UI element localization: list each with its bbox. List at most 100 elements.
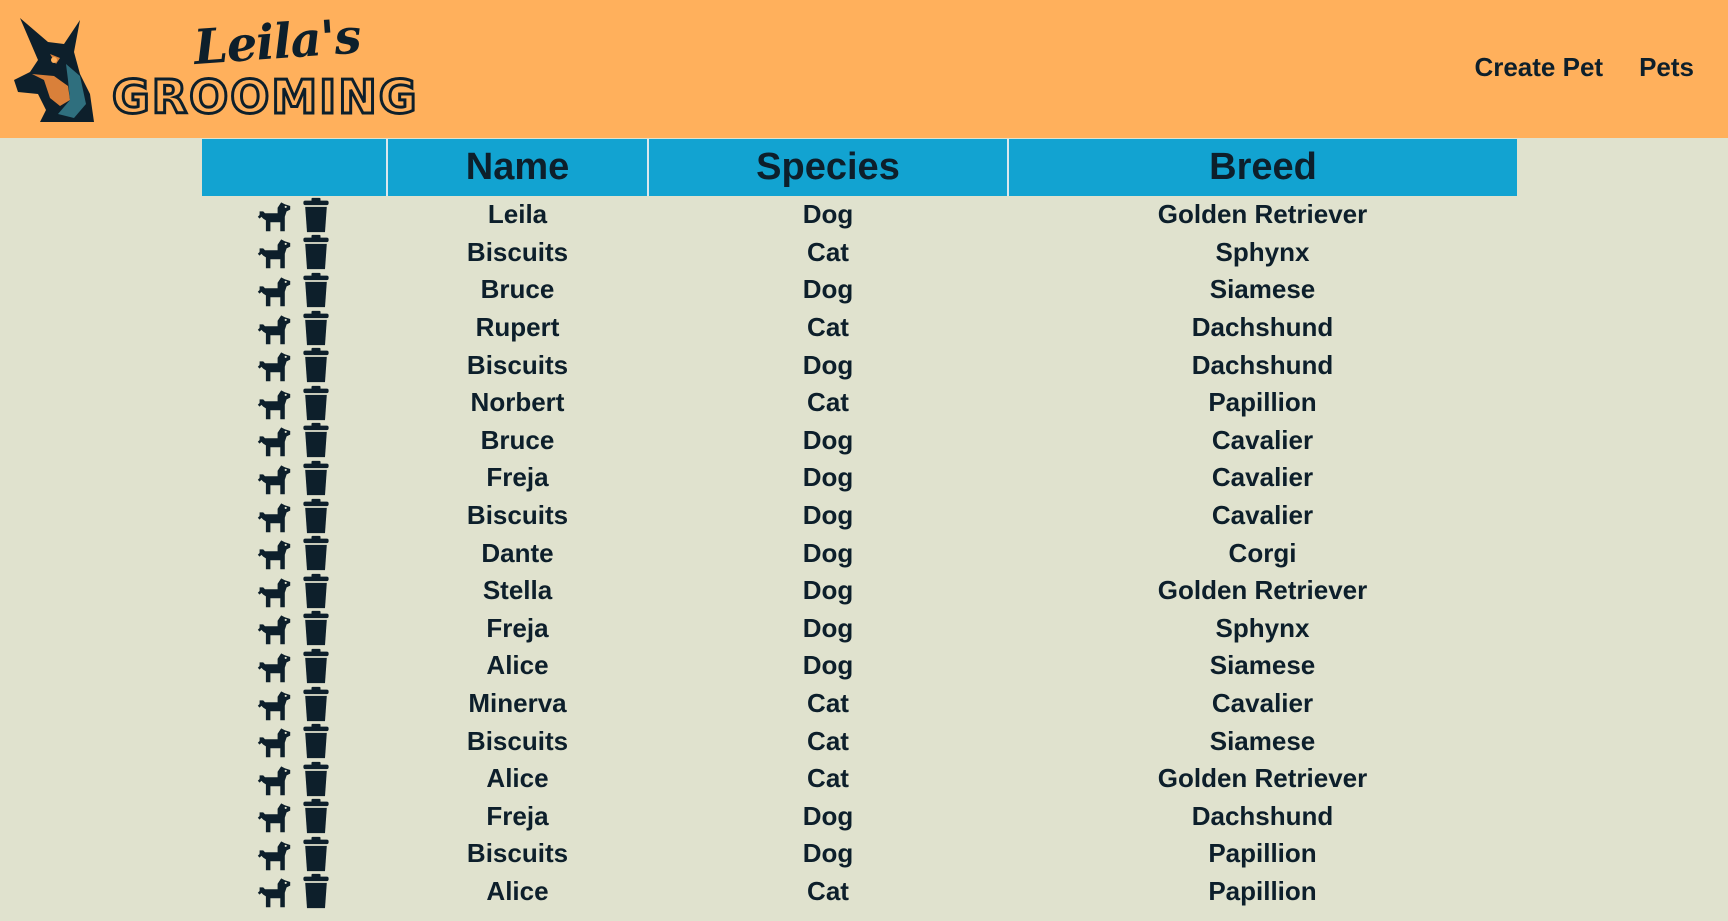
trash-icon[interactable] — [297, 610, 335, 646]
trash-icon[interactable] — [297, 460, 335, 496]
trash-icon[interactable] — [297, 234, 335, 270]
dog-icon[interactable] — [255, 310, 293, 346]
trash-icon[interactable] — [297, 798, 335, 834]
trash-icon[interactable] — [297, 422, 335, 458]
dog-icon[interactable] — [255, 836, 293, 872]
table-body: Leila Dog Golden Retriever — [202, 196, 1517, 910]
row-name-cell: Dante — [481, 537, 554, 568]
row-breed-cell: Dachshund — [1191, 800, 1334, 831]
trash-icon[interactable] — [297, 197, 335, 233]
table-row: Minerva Cat Cavalier — [202, 685, 1517, 723]
table-row: Norbert Cat Papillion — [202, 384, 1517, 422]
table-row: Freja Dog Cavalier — [202, 459, 1517, 497]
dog-icon[interactable] — [255, 723, 293, 759]
row-species-cell: Dog — [802, 199, 854, 230]
trash-icon[interactable] — [297, 723, 335, 759]
dog-icon[interactable] — [255, 347, 293, 383]
row-name-cell: Alice — [486, 875, 549, 906]
row-name-cell: Alice — [486, 650, 549, 681]
row-actions-cell — [202, 685, 387, 723]
trash-icon[interactable] — [297, 761, 335, 797]
row-breed-cell: Papillion — [1208, 875, 1317, 906]
dog-icon[interactable] — [255, 272, 293, 308]
row-species-cell: Cat — [807, 725, 849, 756]
row-name-cell: Bruce — [480, 424, 555, 455]
dog-icon[interactable] — [255, 460, 293, 496]
row-name-cell: Freja — [486, 800, 549, 831]
row-breed-cell: Golden Retriever — [1157, 763, 1368, 794]
row-name-cell: Norbert — [470, 387, 565, 418]
dog-icon[interactable] — [255, 798, 293, 834]
dog-icon[interactable] — [255, 573, 293, 609]
main-nav: Create Pet Pets — [1474, 52, 1694, 83]
table-row: Alice Cat Papillion — [202, 873, 1517, 911]
dog-icon[interactable] — [255, 761, 293, 797]
column-header-species: Species — [647, 139, 1008, 196]
dog-icon[interactable] — [255, 422, 293, 458]
row-name-cell: Stella — [482, 575, 553, 606]
dog-icon[interactable] — [255, 873, 293, 909]
trash-icon[interactable] — [297, 686, 335, 722]
row-breed-cell: Corgi — [1228, 537, 1297, 568]
pets-table: Name Species Breed — [202, 139, 1517, 910]
row-actions-cell — [202, 760, 387, 798]
dog-icon[interactable] — [255, 498, 293, 534]
row-name-cell: Minerva — [468, 688, 567, 719]
trash-icon[interactable] — [297, 573, 335, 609]
row-name-cell: Biscuits — [466, 838, 569, 869]
dog-icon[interactable] — [255, 686, 293, 722]
table-row: Leila Dog Golden Retriever — [202, 196, 1517, 234]
row-actions-cell — [202, 572, 387, 610]
row-name-cell: Alice — [486, 763, 549, 794]
brand-outline-text: GROOMING — [111, 69, 419, 126]
table-row: Bruce Dog Siamese — [202, 271, 1517, 309]
row-breed-cell: Golden Retriever — [1157, 199, 1368, 230]
row-actions-cell — [202, 873, 387, 911]
nav-pets-link[interactable]: Pets — [1639, 52, 1694, 82]
brand-logo[interactable]: Leila's GROOMING — [111, 9, 419, 126]
row-name-cell: Biscuits — [466, 500, 569, 531]
table-row: Bruce Dog Cavalier — [202, 422, 1517, 460]
row-species-cell: Dog — [802, 537, 854, 568]
table-row: Alice Dog Siamese — [202, 647, 1517, 685]
row-species-cell: Dog — [802, 274, 854, 305]
row-species-cell: Dog — [802, 500, 854, 531]
row-breed-cell: Cavalier — [1211, 688, 1314, 719]
row-actions-cell — [202, 384, 387, 422]
row-name-cell: Rupert — [475, 312, 560, 343]
trash-icon[interactable] — [297, 272, 335, 308]
row-actions-cell — [202, 196, 387, 234]
row-name-cell: Biscuits — [466, 236, 569, 267]
dog-icon[interactable] — [255, 385, 293, 421]
dog-icon[interactable] — [255, 610, 293, 646]
row-actions-cell — [202, 346, 387, 384]
trash-icon[interactable] — [297, 310, 335, 346]
row-species-cell: Cat — [807, 312, 849, 343]
table-row: Alice Cat Golden Retriever — [202, 760, 1517, 798]
row-species-cell: Dog — [802, 838, 854, 869]
trash-icon[interactable] — [297, 535, 335, 571]
row-actions-cell — [202, 610, 387, 648]
column-header-name: Name — [386, 139, 648, 196]
row-species-cell: Cat — [807, 236, 849, 267]
nav-create-pet-link[interactable]: Create Pet — [1474, 52, 1604, 82]
brand-script-text: Leila's — [192, 8, 363, 77]
table-row: Freja Dog Sphynx — [202, 610, 1517, 648]
row-breed-cell: Siamese — [1209, 725, 1316, 756]
row-species-cell: Cat — [807, 763, 849, 794]
trash-icon[interactable] — [297, 498, 335, 534]
dog-icon[interactable] — [255, 197, 293, 233]
trash-icon[interactable] — [297, 385, 335, 421]
column-header-actions — [202, 139, 387, 196]
dog-icon[interactable] — [255, 234, 293, 270]
dog-icon[interactable] — [255, 535, 293, 571]
trash-icon[interactable] — [297, 347, 335, 383]
trash-icon[interactable] — [297, 836, 335, 872]
trash-icon[interactable] — [297, 873, 335, 909]
dog-icon[interactable] — [255, 648, 293, 684]
table-row: Freja Dog Dachshund — [202, 798, 1517, 836]
trash-icon[interactable] — [297, 648, 335, 684]
table-row: Biscuits Dog Papillion — [202, 835, 1517, 873]
row-name-cell: Biscuits — [466, 725, 569, 756]
doberman-logo-icon[interactable] — [10, 14, 98, 122]
